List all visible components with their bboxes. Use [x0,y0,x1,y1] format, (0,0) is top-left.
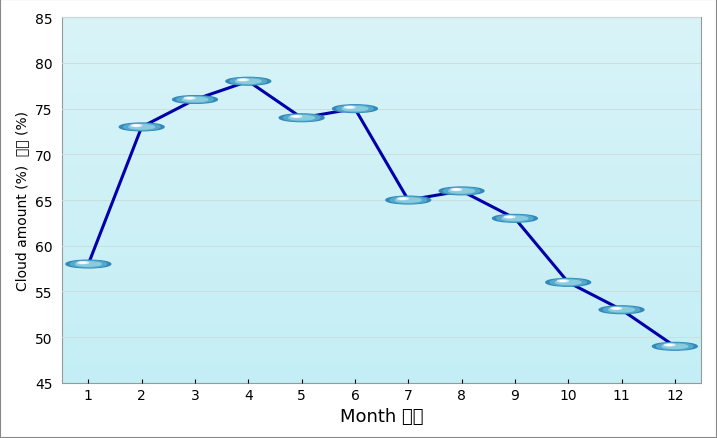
Circle shape [390,198,427,204]
Circle shape [454,190,459,191]
Circle shape [342,107,368,112]
Circle shape [609,308,635,312]
Circle shape [604,307,640,313]
Circle shape [119,124,164,131]
Circle shape [560,281,566,282]
Circle shape [279,115,324,122]
Circle shape [667,345,672,346]
Circle shape [664,344,675,346]
Circle shape [291,116,302,118]
Circle shape [662,344,688,349]
Circle shape [504,216,515,219]
Circle shape [386,197,431,205]
Circle shape [396,198,421,203]
Circle shape [398,198,408,200]
Circle shape [652,343,697,350]
Circle shape [440,187,484,195]
Circle shape [230,79,267,85]
Circle shape [449,189,475,194]
Circle shape [173,96,217,104]
Circle shape [75,262,101,267]
Circle shape [400,199,406,200]
Circle shape [129,125,154,130]
Y-axis label: Cloud amount (%)  雲量 (%): Cloud amount (%) 雲量 (%) [16,111,29,290]
Circle shape [235,80,261,84]
Circle shape [550,279,587,286]
Circle shape [283,115,320,122]
Circle shape [599,306,644,314]
Circle shape [182,98,208,102]
Circle shape [502,217,528,221]
Circle shape [133,126,139,127]
Circle shape [131,125,142,127]
Circle shape [66,261,110,268]
Circle shape [337,106,373,113]
X-axis label: Month 月份: Month 月份 [340,407,423,425]
Circle shape [614,308,619,309]
Circle shape [497,216,533,222]
Circle shape [344,107,355,109]
Circle shape [443,188,480,194]
Circle shape [123,124,160,131]
Circle shape [657,343,693,350]
Circle shape [70,261,107,268]
Circle shape [546,279,591,286]
Circle shape [347,108,352,109]
Circle shape [333,106,377,113]
Circle shape [226,78,271,86]
Circle shape [237,80,248,81]
Circle shape [611,308,622,310]
Circle shape [184,98,195,100]
Circle shape [507,217,512,218]
Circle shape [451,189,462,191]
Circle shape [556,280,581,285]
Circle shape [80,263,86,264]
Circle shape [240,80,246,81]
Circle shape [558,280,568,282]
Circle shape [289,117,315,121]
Circle shape [177,97,213,103]
Circle shape [493,215,537,223]
Circle shape [77,262,88,264]
